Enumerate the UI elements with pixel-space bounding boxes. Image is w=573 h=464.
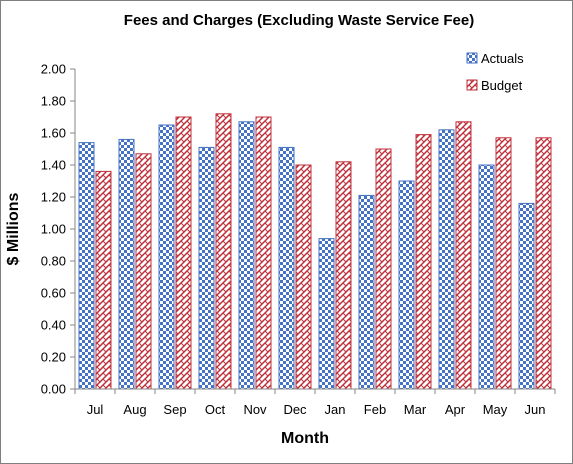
bar-actuals-mar (398, 180, 415, 390)
bar-actuals-jul (78, 142, 95, 390)
bar-budget-apr (455, 121, 472, 390)
bar-budget-jan (335, 161, 352, 390)
legend-swatch-actuals (466, 52, 478, 64)
y-axis-title: $ Millions (5, 192, 22, 265)
x-tick-label: Feb (364, 402, 386, 417)
bar-budget-feb (375, 148, 392, 390)
bar-actuals-may (478, 164, 495, 390)
y-tick-label: 1.20 (41, 190, 66, 205)
y-tick-label: 1.60 (41, 126, 66, 141)
y-tick-label: 0.80 (41, 254, 66, 269)
legend-swatch-budget (466, 79, 478, 91)
bar-budget-jun (535, 137, 552, 390)
bar-actuals-sep (158, 124, 175, 390)
bar-actuals-jan (318, 238, 335, 390)
bar-actuals-oct (198, 146, 215, 390)
legend-label-budget: Budget (481, 78, 523, 93)
bar-budget-oct (215, 113, 232, 390)
x-axis-ticks: Jul Aug Sep Oct Nov Dec Jan Feb Mar Apr May Jun (74, 389, 556, 417)
y-tick-label: 0.40 (41, 318, 66, 333)
bar-actuals-feb (358, 194, 375, 390)
y-tick-label: 1.80 (41, 94, 66, 109)
bar-budget-may (495, 137, 512, 390)
x-tick-label: Jan (325, 402, 346, 417)
bar-budget-nov (255, 116, 272, 390)
x-tick-label: Nov (243, 402, 267, 417)
bar-actuals-jun (518, 202, 535, 390)
chart-title: Fees and Charges (Excluding Waste Servic… (124, 12, 474, 29)
y-tick-label: 1.40 (41, 158, 66, 173)
bar-actuals-aug (118, 138, 135, 390)
x-tick-label: Sep (163, 402, 186, 417)
y-axis-ticks: 0.00 0.20 0.40 0.60 0.80 1.00 1.20 1.40 1.60 1.80… (41, 62, 75, 397)
y-tick-label: 0.20 (41, 350, 66, 365)
bar-actuals-apr (438, 129, 455, 390)
x-tick-label: Dec (283, 402, 307, 417)
bar-budget-mar (415, 134, 432, 390)
bar-budget-aug (135, 153, 152, 390)
bar-budget-dec (295, 164, 312, 390)
legend: Actuals Budget (466, 51, 524, 93)
x-tick-label: Jul (87, 402, 104, 417)
y-tick-label: 1.00 (41, 222, 66, 237)
bars-group (78, 113, 552, 390)
x-tick-label: Aug (123, 402, 146, 417)
legend-label-actuals: Actuals (481, 51, 524, 66)
x-tick-label: May (483, 402, 508, 417)
bar-actuals-nov (238, 121, 255, 390)
y-tick-label: 0.60 (41, 286, 66, 301)
x-axis-title: Month (281, 430, 329, 447)
y-tick-label: 0.00 (41, 382, 66, 397)
y-tick-label: 2.00 (41, 62, 66, 77)
x-tick-label: Mar (404, 402, 427, 417)
bar-budget-jul (95, 170, 112, 390)
bar-actuals-dec (278, 146, 295, 390)
bar-budget-sep (175, 116, 192, 390)
x-tick-label: Jun (525, 402, 546, 417)
x-tick-label: Oct (205, 402, 226, 417)
x-tick-label: Apr (445, 402, 466, 417)
